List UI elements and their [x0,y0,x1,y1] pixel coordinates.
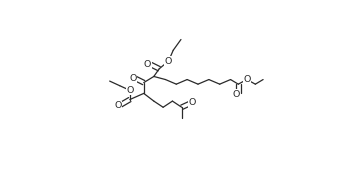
Text: O: O [243,75,250,84]
Text: O: O [188,98,195,107]
Text: O: O [165,57,172,66]
Text: O: O [232,90,240,99]
Text: O: O [126,86,133,95]
Text: O: O [129,74,137,83]
Text: O: O [115,101,122,110]
Text: O: O [144,60,151,69]
